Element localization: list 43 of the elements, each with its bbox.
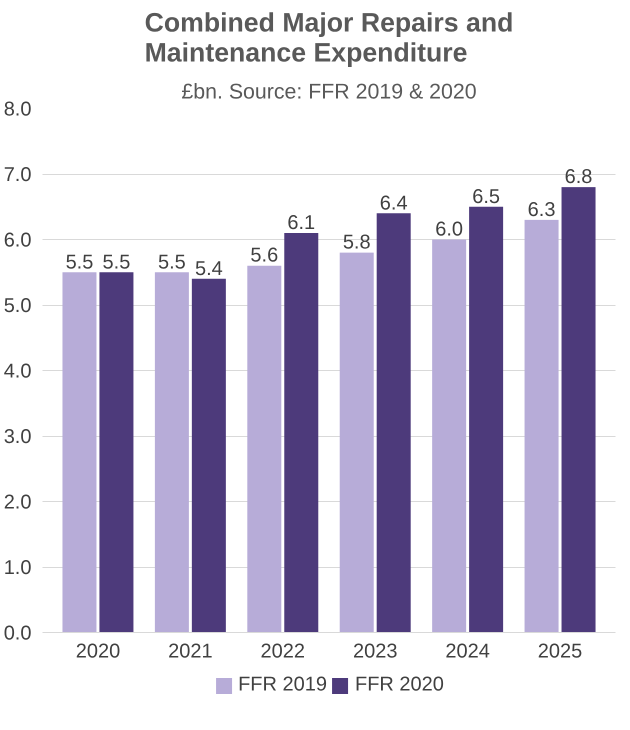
x-tick-label: 2024: [445, 640, 490, 662]
bar: [62, 272, 96, 632]
y-tick-label: 4.0: [4, 360, 32, 382]
x-tick-label: 2023: [352, 640, 398, 662]
data-label: 5.6: [250, 244, 278, 267]
data-label: 6.1: [287, 212, 316, 234]
y-tick-label: 8.0: [4, 98, 32, 120]
data-label: 5.8: [342, 232, 371, 254]
data-label: 6.8: [564, 166, 592, 188]
bar: [524, 220, 559, 632]
x-tick-label: 2022: [260, 640, 306, 662]
bar: [562, 187, 596, 632]
bar: [284, 232, 318, 632]
y-tick-label: 1.0: [4, 557, 32, 579]
y-tick-label: 6.0: [4, 230, 32, 252]
y-tick-label: 2.0: [4, 492, 32, 514]
x-tick-label: 2025: [538, 640, 582, 662]
bar: [192, 278, 226, 632]
y-tick-label: 7.0: [4, 164, 32, 186]
y-tick-label: 0.0: [4, 622, 32, 644]
legend-label: FFR 2020: [355, 674, 444, 696]
bar: [469, 206, 504, 632]
data-label: 6.4: [380, 192, 408, 214]
bar: [99, 272, 134, 632]
bar: [154, 272, 189, 632]
bar: [376, 213, 411, 632]
data-label: 5.4: [194, 258, 223, 280]
y-tick-label: 3.0: [4, 426, 32, 448]
data-label: 6.5: [472, 186, 500, 208]
chart-title: Combined Major Repairs and Maintenance Expenditure: [144, 8, 514, 68]
bar: [247, 266, 282, 632]
legend-label: FFR 2019: [238, 674, 327, 696]
x-tick-label: 2020: [76, 640, 120, 662]
chart-subtitle: £bn. Source: FFR 2019 & 2020: [181, 80, 477, 104]
data-label: 6.3: [528, 198, 556, 221]
data-label: 5.5: [66, 251, 94, 274]
bar: [340, 252, 374, 632]
x-tick-label: 2021: [168, 640, 213, 662]
data-label: 5.5: [158, 251, 186, 274]
y-tick-label: 5.0: [4, 295, 32, 317]
bar: [432, 240, 466, 632]
data-label: 6.0: [435, 218, 464, 240]
data-label: 5.5: [102, 251, 130, 274]
